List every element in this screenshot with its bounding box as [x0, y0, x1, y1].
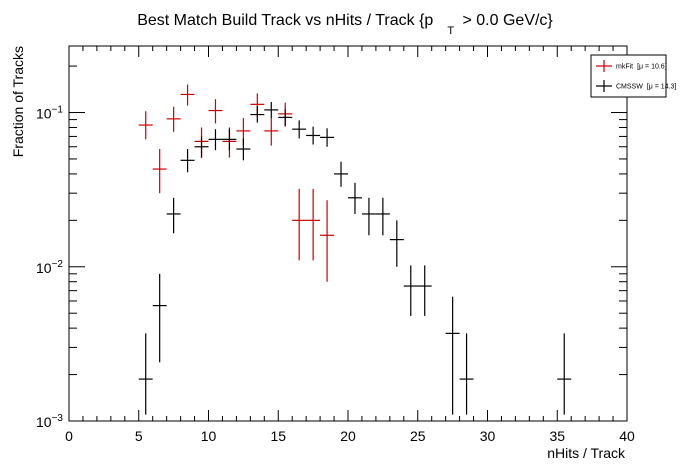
x-tick-label: 15 — [270, 428, 286, 444]
chart-title-main: Best Match Build Track vs nHits / Track … — [137, 12, 433, 29]
x-tick-label: 25 — [410, 428, 426, 444]
x-tick-labels: 0 5 10 15 20 25 30 35 40 — [65, 428, 635, 444]
data-point — [194, 136, 209, 158]
x-tick-label: 10 — [201, 428, 217, 444]
legend-series-name: CMSSW — [616, 84, 643, 91]
data-point — [292, 188, 307, 261]
y-tick-label-exponent: −2 — [52, 259, 64, 270]
data-series — [138, 84, 572, 415]
y-tick-labels: 10−310−210−1 — [36, 105, 63, 430]
y-tick-label-base: 10 — [36, 106, 52, 122]
x-tick-label: 20 — [340, 428, 356, 444]
legend-label: CMSSW [μ = 14.3] — [616, 84, 676, 91]
y-tick-label-exponent: −1 — [52, 105, 64, 116]
data-point — [348, 182, 362, 214]
data-point — [180, 84, 195, 106]
data-point — [264, 102, 279, 119]
x-tick-label: 0 — [65, 428, 73, 444]
data-point — [320, 200, 335, 282]
y-tick-label-base: 10 — [36, 414, 52, 430]
data-point — [334, 161, 348, 187]
y-tick-label: 10−1 — [36, 105, 63, 122]
data-point — [361, 197, 376, 236]
data-point — [445, 296, 460, 415]
y-tick-label-base: 10 — [36, 260, 52, 276]
y-axis-label: Fraction of Tracks — [10, 46, 26, 157]
legend-series-stat: [μ = 14.3] — [647, 84, 677, 91]
chart-title: Best Match Build Track vs nHits / Track … — [137, 12, 553, 37]
data-point — [166, 197, 181, 234]
legend-series-name: mkFit — [616, 64, 633, 71]
data-point — [417, 265, 432, 316]
data-point — [166, 106, 181, 132]
data-point — [138, 111, 153, 140]
data-point — [236, 138, 251, 161]
data-point — [320, 128, 335, 147]
series-mkfit — [138, 84, 335, 282]
legend-entry-mkfit: mkFit [μ = 10.6] — [596, 60, 667, 72]
chart-title-subscript: T — [447, 25, 454, 37]
axis-ticks — [68, 46, 628, 422]
data-point — [180, 149, 195, 173]
data-point — [222, 129, 237, 151]
data-point — [152, 273, 167, 363]
data-point — [389, 220, 404, 267]
data-point — [152, 149, 167, 194]
data-point — [459, 333, 474, 415]
chart-title-tail: > 0.0 GeV/c} — [458, 12, 553, 29]
y-tick-label-exponent: −3 — [52, 413, 64, 424]
y-tick-label: 10−2 — [36, 259, 63, 276]
legend-entries: mkFit [μ = 10.6] CMSSW [μ = 14.3] — [596, 60, 676, 92]
data-point — [250, 106, 265, 123]
data-point — [138, 333, 153, 415]
data-point — [278, 109, 293, 126]
data-point — [208, 129, 223, 151]
data-point — [557, 333, 572, 415]
x-tick-label: 30 — [480, 428, 496, 444]
x-tick-label: 40 — [619, 428, 635, 444]
series-cmssw — [138, 102, 572, 415]
x-axis-label: nHits / Track — [547, 445, 626, 461]
data-point — [306, 126, 321, 145]
legend-series-stat: [μ = 10.6] — [637, 64, 667, 71]
y-tick-label: 10−3 — [36, 413, 63, 430]
legend-entry-cmssw: CMSSW [μ = 14.3] — [596, 80, 676, 92]
legend-label: mkFit [μ = 10.6] — [616, 64, 667, 71]
x-tick-label: 5 — [135, 428, 143, 444]
legend: mkFit [μ = 10.6] CMSSW [μ = 14.3] — [590, 54, 676, 98]
data-point — [208, 99, 223, 124]
data-point — [375, 197, 390, 236]
x-tick-label: 35 — [549, 428, 565, 444]
data-point — [306, 188, 321, 261]
data-point — [403, 265, 418, 316]
data-point — [292, 120, 307, 139]
legend-box — [590, 54, 667, 98]
data-point — [264, 118, 279, 146]
